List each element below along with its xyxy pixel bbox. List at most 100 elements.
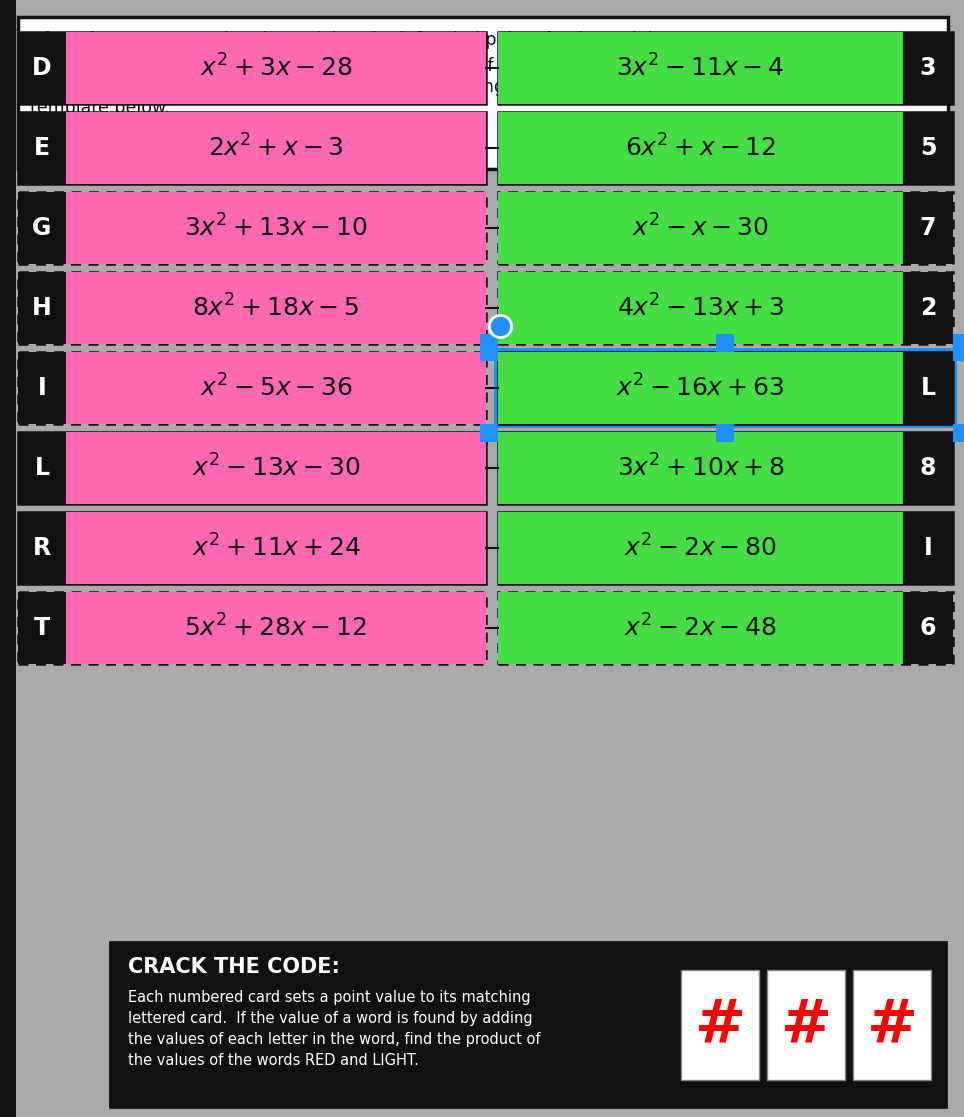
Bar [66, 273, 486, 344]
Text: 6: 6 [920, 615, 936, 640]
Text: L: L [35, 456, 49, 480]
Bar [18, 112, 66, 184]
Text: $x^2-13x-30$: $x^2-13x-30$ [192, 455, 361, 481]
Bar [18, 112, 486, 184]
Bar [903, 352, 953, 424]
Bar [853, 970, 931, 1079]
Bar [18, 273, 486, 344]
Bar [66, 432, 486, 504]
Text: $4x^2-13x+3$: $4x^2-13x+3$ [617, 295, 785, 322]
Bar [498, 352, 953, 424]
Text: $3x^2+13x-10$: $3x^2+13x-10$ [184, 214, 368, 241]
Bar [903, 112, 953, 184]
Text: #: # [781, 995, 832, 1054]
Bar [903, 512, 953, 584]
Bar [903, 592, 953, 663]
Text: E: E [34, 136, 50, 160]
Bar [953, 424, 964, 442]
Bar [716, 424, 734, 442]
Text: $2x^2+x-3$: $2x^2+x-3$ [208, 134, 344, 162]
Bar [18, 273, 66, 344]
Text: T: T [34, 615, 50, 640]
Bar [110, 942, 946, 1107]
Bar [953, 343, 964, 361]
Bar [498, 32, 953, 104]
Bar [498, 432, 903, 504]
Bar [498, 192, 953, 264]
Text: $5x^2+28x-12$: $5x^2+28x-12$ [184, 614, 367, 641]
Text: $x^2+3x-28$: $x^2+3x-28$ [200, 55, 352, 82]
Bar [903, 32, 953, 104]
Text: Each numbered card sets a point value to its matching
lettered card.  If the val: Each numbered card sets a point value to… [128, 990, 541, 1068]
Bar [0, 0, 16, 1117]
Text: 5: 5 [920, 136, 936, 160]
Text: $8x^2+18x-5$: $8x^2+18x-5$ [193, 295, 360, 322]
Bar [903, 273, 953, 344]
Bar [498, 592, 953, 663]
Text: D: D [32, 56, 52, 80]
Text: L: L [921, 376, 935, 400]
Bar [498, 112, 903, 184]
Bar [498, 192, 903, 264]
Text: I: I [924, 536, 932, 560]
Text: $x^2-x-30$: $x^2-x-30$ [632, 214, 769, 241]
Text: $3x^2-11x-4$: $3x^2-11x-4$ [616, 55, 785, 82]
Text: 8: 8 [920, 456, 936, 480]
Text: $x^2+11x+24$: $x^2+11x+24$ [192, 534, 361, 562]
Text: that have a common binomial factor.  For example, if (x – 2) is a factor of
both: that have a common binomial factor. For … [30, 57, 668, 116]
Bar [18, 32, 66, 104]
Text: $x^2-16x+63$: $x^2-16x+63$ [616, 374, 785, 402]
Text: 3: 3 [920, 56, 936, 80]
Bar [903, 192, 953, 264]
Bar [494, 349, 957, 428]
Text: G: G [33, 216, 52, 240]
Text: Factor each polynomial to the left.  Find pairs of polynomials: Factor each polynomial to the left. Find… [123, 31, 661, 49]
Bar [18, 192, 486, 264]
Bar [18, 512, 486, 584]
Bar [903, 432, 953, 504]
Bar [18, 512, 66, 584]
Text: $x^2-5x-36$: $x^2-5x-36$ [200, 374, 353, 402]
Bar [767, 970, 845, 1079]
Bar [18, 352, 486, 424]
Bar [480, 334, 498, 352]
Text: $x^2-2x-48$: $x^2-2x-48$ [624, 614, 777, 641]
Bar [18, 17, 948, 169]
Bar [18, 352, 66, 424]
Text: Directions:: Directions: [30, 31, 137, 49]
Bar [498, 112, 953, 184]
Bar [66, 592, 486, 663]
Bar [66, 352, 486, 424]
Text: $3x^2+10x+8$: $3x^2+10x+8$ [617, 455, 785, 481]
Bar [480, 343, 498, 361]
Bar [498, 432, 953, 504]
Bar [498, 273, 953, 344]
Text: I: I [38, 376, 46, 400]
Bar [18, 592, 66, 663]
Bar [18, 592, 486, 663]
Bar [953, 334, 964, 352]
Bar [66, 32, 486, 104]
Bar [498, 512, 903, 584]
Text: $6x^2+x-12$: $6x^2+x-12$ [625, 134, 776, 162]
Bar [498, 273, 903, 344]
Text: #: # [867, 995, 918, 1054]
Bar [66, 192, 486, 264]
Text: 2: 2 [920, 296, 936, 319]
Bar [18, 192, 66, 264]
Text: CRACK THE CODE:: CRACK THE CODE: [128, 957, 340, 977]
Bar [716, 334, 734, 352]
Bar [480, 424, 498, 442]
Bar [66, 112, 486, 184]
Text: #: # [694, 995, 745, 1054]
Text: H: H [32, 296, 52, 319]
Bar [18, 432, 66, 504]
Bar [18, 32, 486, 104]
Bar [498, 32, 903, 104]
Bar [66, 512, 486, 584]
Text: R: R [33, 536, 51, 560]
Bar [498, 512, 953, 584]
Text: $x^2-2x-80$: $x^2-2x-80$ [624, 534, 777, 562]
Text: 7: 7 [920, 216, 936, 240]
Bar [681, 970, 759, 1079]
